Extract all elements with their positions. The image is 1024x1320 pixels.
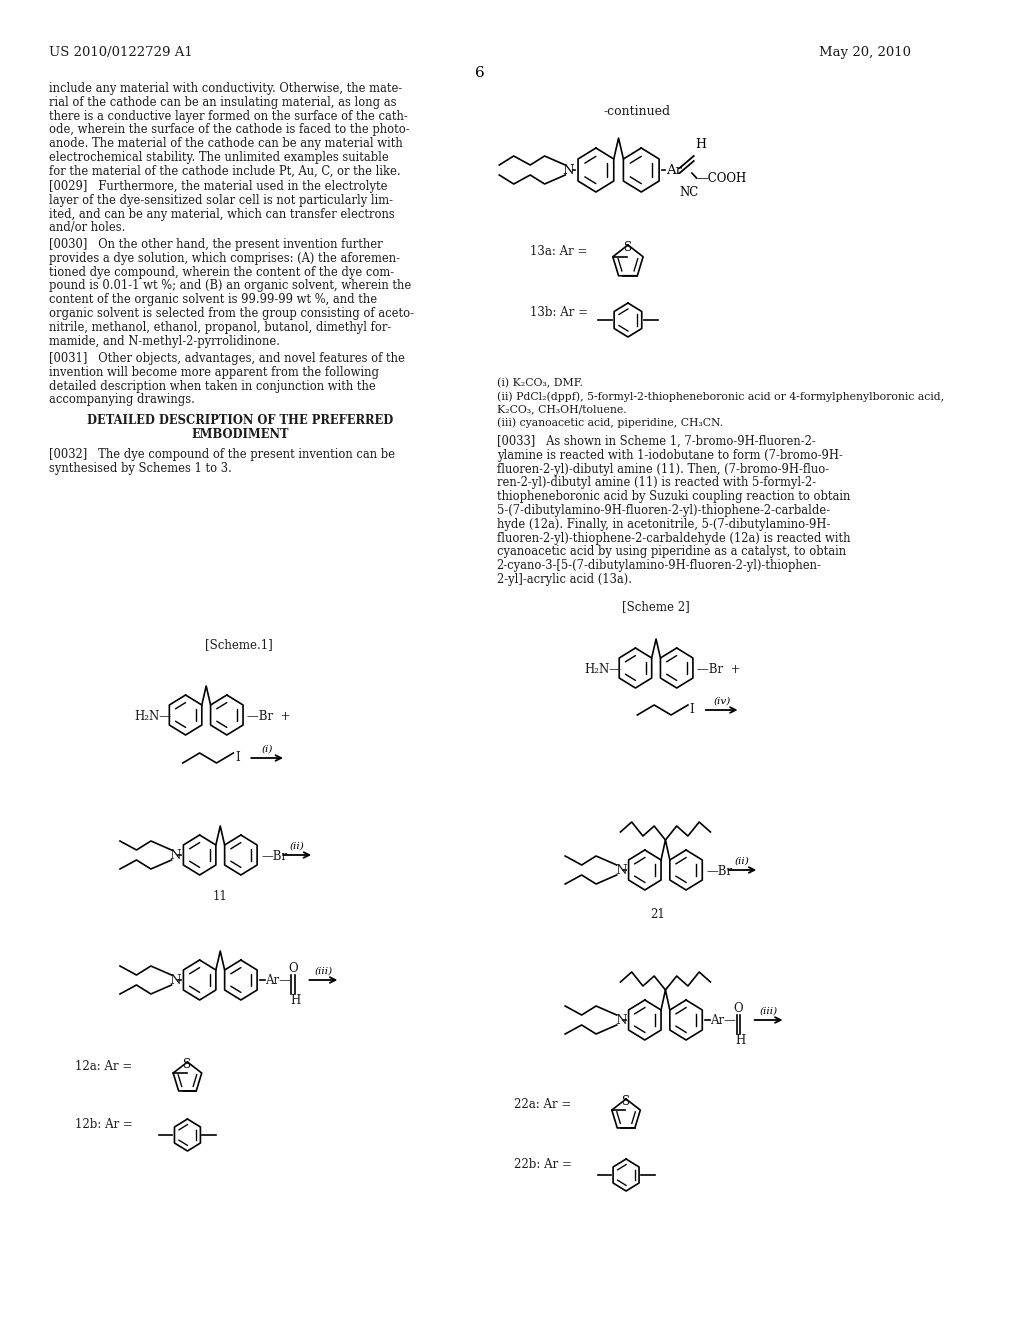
- Text: 13a: Ar =: 13a: Ar =: [529, 246, 587, 257]
- Text: H: H: [291, 994, 301, 1007]
- Text: mamide, and N-methyl-2-pyrrolidinone.: mamide, and N-methyl-2-pyrrolidinone.: [49, 334, 280, 347]
- Text: S: S: [622, 1094, 630, 1107]
- Text: (iii): (iii): [760, 1007, 777, 1016]
- Text: S: S: [183, 1057, 191, 1071]
- Text: invention will become more apparent from the following: invention will become more apparent from…: [49, 366, 379, 379]
- Text: 12b: Ar =: 12b: Ar =: [75, 1118, 133, 1131]
- Text: [Scheme.1]: [Scheme.1]: [205, 638, 272, 651]
- Text: —COOH: —COOH: [696, 172, 746, 185]
- Text: organic solvent is selected from the group consisting of aceto-: organic solvent is selected from the gro…: [49, 308, 414, 319]
- Text: -continued: -continued: [604, 106, 671, 117]
- Text: nitrile, methanol, ethanol, propanol, butanol, dimethyl for-: nitrile, methanol, ethanol, propanol, bu…: [49, 321, 391, 334]
- Text: [0029]   Furthermore, the material used in the electrolyte: [0029] Furthermore, the material used in…: [49, 180, 387, 193]
- Text: O: O: [734, 1002, 743, 1015]
- Text: ode, wherein the surface of the cathode is faced to the photo-: ode, wherein the surface of the cathode …: [49, 123, 410, 136]
- Text: N: N: [170, 974, 181, 987]
- Text: (i) K₂CO₃, DMF.: (i) K₂CO₃, DMF.: [497, 378, 583, 388]
- Text: H: H: [695, 137, 707, 150]
- Text: electrochemical stability. The unlimited examples suitable: electrochemical stability. The unlimited…: [49, 150, 388, 164]
- Text: Ar: Ar: [667, 164, 683, 177]
- Text: [0032]   The dye compound of the present invention can be: [0032] The dye compound of the present i…: [49, 447, 394, 461]
- Text: (iii): (iii): [314, 968, 333, 975]
- Text: —Br: —Br: [261, 850, 288, 863]
- Text: 13b: Ar =: 13b: Ar =: [529, 306, 588, 319]
- Text: Ar—: Ar—: [265, 974, 291, 987]
- Text: N: N: [614, 865, 627, 876]
- Text: N: N: [614, 1014, 627, 1027]
- Text: (ii) PdCl₂(dppf), 5-formyl-2-thiopheneboronic acid or 4-formylphenylboronic acid: (ii) PdCl₂(dppf), 5-formyl-2-thiophenebo…: [497, 391, 944, 401]
- Text: [0030]   On the other hand, the present invention further: [0030] On the other hand, the present in…: [49, 238, 382, 251]
- Text: [Scheme 2]: [Scheme 2]: [623, 601, 690, 612]
- Text: pound is 0.01-1 wt %; and (B) an organic solvent, wherein the: pound is 0.01-1 wt %; and (B) an organic…: [49, 280, 411, 293]
- Text: (ii): (ii): [290, 842, 304, 851]
- Text: there is a conductive layer formed on the surface of the cath-: there is a conductive layer formed on th…: [49, 110, 408, 123]
- Text: May 20, 2010: May 20, 2010: [819, 46, 911, 59]
- Text: O: O: [289, 962, 298, 975]
- Text: (iii) cyanoacetic acid, piperidine, CH₃CN.: (iii) cyanoacetic acid, piperidine, CH₃C…: [497, 417, 723, 428]
- Text: hyde (12a). Finally, in acetonitrile, 5-(7-dibutylamino-9H-: hyde (12a). Finally, in acetonitrile, 5-…: [497, 517, 830, 531]
- Text: ren-2-yl)-dibutyl amine (11) is reacted with 5-formyl-2-: ren-2-yl)-dibutyl amine (11) is reacted …: [497, 477, 816, 490]
- Text: —Br  +: —Br +: [697, 663, 740, 676]
- Text: N: N: [562, 164, 573, 177]
- Text: ited, and can be any material, which can transfer electrons: ited, and can be any material, which can…: [49, 207, 394, 220]
- Text: I: I: [236, 751, 240, 764]
- Text: K₂CO₃, CH₃OH/toluene.: K₂CO₃, CH₃OH/toluene.: [497, 404, 627, 414]
- Text: anode. The material of the cathode can be any material with: anode. The material of the cathode can b…: [49, 137, 402, 150]
- Text: tioned dye compound, wherein the content of the dye com-: tioned dye compound, wherein the content…: [49, 265, 394, 279]
- Text: synthesised by Schemes 1 to 3.: synthesised by Schemes 1 to 3.: [49, 462, 231, 475]
- Text: Ar—: Ar—: [711, 1014, 736, 1027]
- Text: S: S: [624, 242, 632, 253]
- Text: include any material with conductivity. Otherwise, the mate-: include any material with conductivity. …: [49, 82, 402, 95]
- Text: 11: 11: [213, 890, 227, 903]
- Text: H₂N—: H₂N—: [584, 663, 621, 676]
- Text: ylamine is reacted with 1-iodobutane to form (7-bromo-9H-: ylamine is reacted with 1-iodobutane to …: [497, 449, 843, 462]
- Text: DETAILED DESCRIPTION OF THE PREFERRED: DETAILED DESCRIPTION OF THE PREFERRED: [87, 414, 393, 426]
- Text: 12a: Ar =: 12a: Ar =: [75, 1060, 132, 1073]
- Text: fluoren-2-yl)-dibutyl amine (11). Then, (7-bromo-9H-fluo-: fluoren-2-yl)-dibutyl amine (11). Then, …: [497, 462, 828, 475]
- Text: for the material of the cathode include Pt, Au, C, or the like.: for the material of the cathode include …: [49, 165, 400, 178]
- Text: thiopheneboronic acid by Suzuki coupling reaction to obtain: thiopheneboronic acid by Suzuki coupling…: [497, 490, 850, 503]
- Text: fluoren-2-yl)-thiophene-2-carbaldehyde (12a) is reacted with: fluoren-2-yl)-thiophene-2-carbaldehyde (…: [497, 532, 850, 545]
- Text: H: H: [735, 1034, 745, 1047]
- Text: I: I: [690, 704, 694, 715]
- Text: detailed description when taken in conjunction with the: detailed description when taken in conju…: [49, 380, 376, 392]
- Text: [0031]   Other objects, advantages, and novel features of the: [0031] Other objects, advantages, and no…: [49, 352, 404, 366]
- Text: (ii): (ii): [735, 857, 750, 866]
- Text: 6: 6: [475, 66, 484, 81]
- Text: US 2010/0122729 A1: US 2010/0122729 A1: [49, 46, 193, 59]
- Text: [0033]   As shown in Scheme 1, 7-bromo-9H-fluoren-2-: [0033] As shown in Scheme 1, 7-bromo-9H-…: [497, 436, 815, 447]
- Text: (i): (i): [261, 744, 272, 754]
- Text: 2-yl]-acrylic acid (13a).: 2-yl]-acrylic acid (13a).: [497, 573, 632, 586]
- Text: —Br  +: —Br +: [248, 710, 291, 723]
- Text: provides a dye solution, which comprises: (A) the aforemen-: provides a dye solution, which comprises…: [49, 252, 399, 265]
- Text: content of the organic solvent is 99.99-99 wt %, and the: content of the organic solvent is 99.99-…: [49, 293, 377, 306]
- Text: (iv): (iv): [713, 697, 730, 706]
- Text: 22a: Ar =: 22a: Ar =: [514, 1098, 570, 1111]
- Text: —Br: —Br: [707, 865, 733, 878]
- Text: 2-cyano-3-[5-(7-dibutylamino-9H-fluoren-2-yl)-thiophen-: 2-cyano-3-[5-(7-dibutylamino-9H-fluoren-…: [497, 560, 821, 572]
- Text: NC: NC: [680, 186, 698, 198]
- Text: rial of the cathode can be an insulating material, as long as: rial of the cathode can be an insulating…: [49, 96, 396, 108]
- Text: 21: 21: [650, 908, 666, 921]
- Text: 5-(7-dibutylamino-9H-fluoren-2-yl)-thiophene-2-carbalde-: 5-(7-dibutylamino-9H-fluoren-2-yl)-thiop…: [497, 504, 829, 517]
- Text: and/or holes.: and/or holes.: [49, 222, 125, 235]
- Text: 22b: Ar =: 22b: Ar =: [514, 1158, 571, 1171]
- Text: N: N: [170, 849, 181, 862]
- Text: cyanoacetic acid by using piperidine as a catalyst, to obtain: cyanoacetic acid by using piperidine as …: [497, 545, 846, 558]
- Text: layer of the dye-sensitized solar cell is not particularly lim-: layer of the dye-sensitized solar cell i…: [49, 194, 393, 207]
- Text: EMBODIMENT: EMBODIMENT: [191, 428, 289, 441]
- Text: accompanying drawings.: accompanying drawings.: [49, 393, 195, 407]
- Text: H₂N—: H₂N—: [134, 710, 171, 723]
